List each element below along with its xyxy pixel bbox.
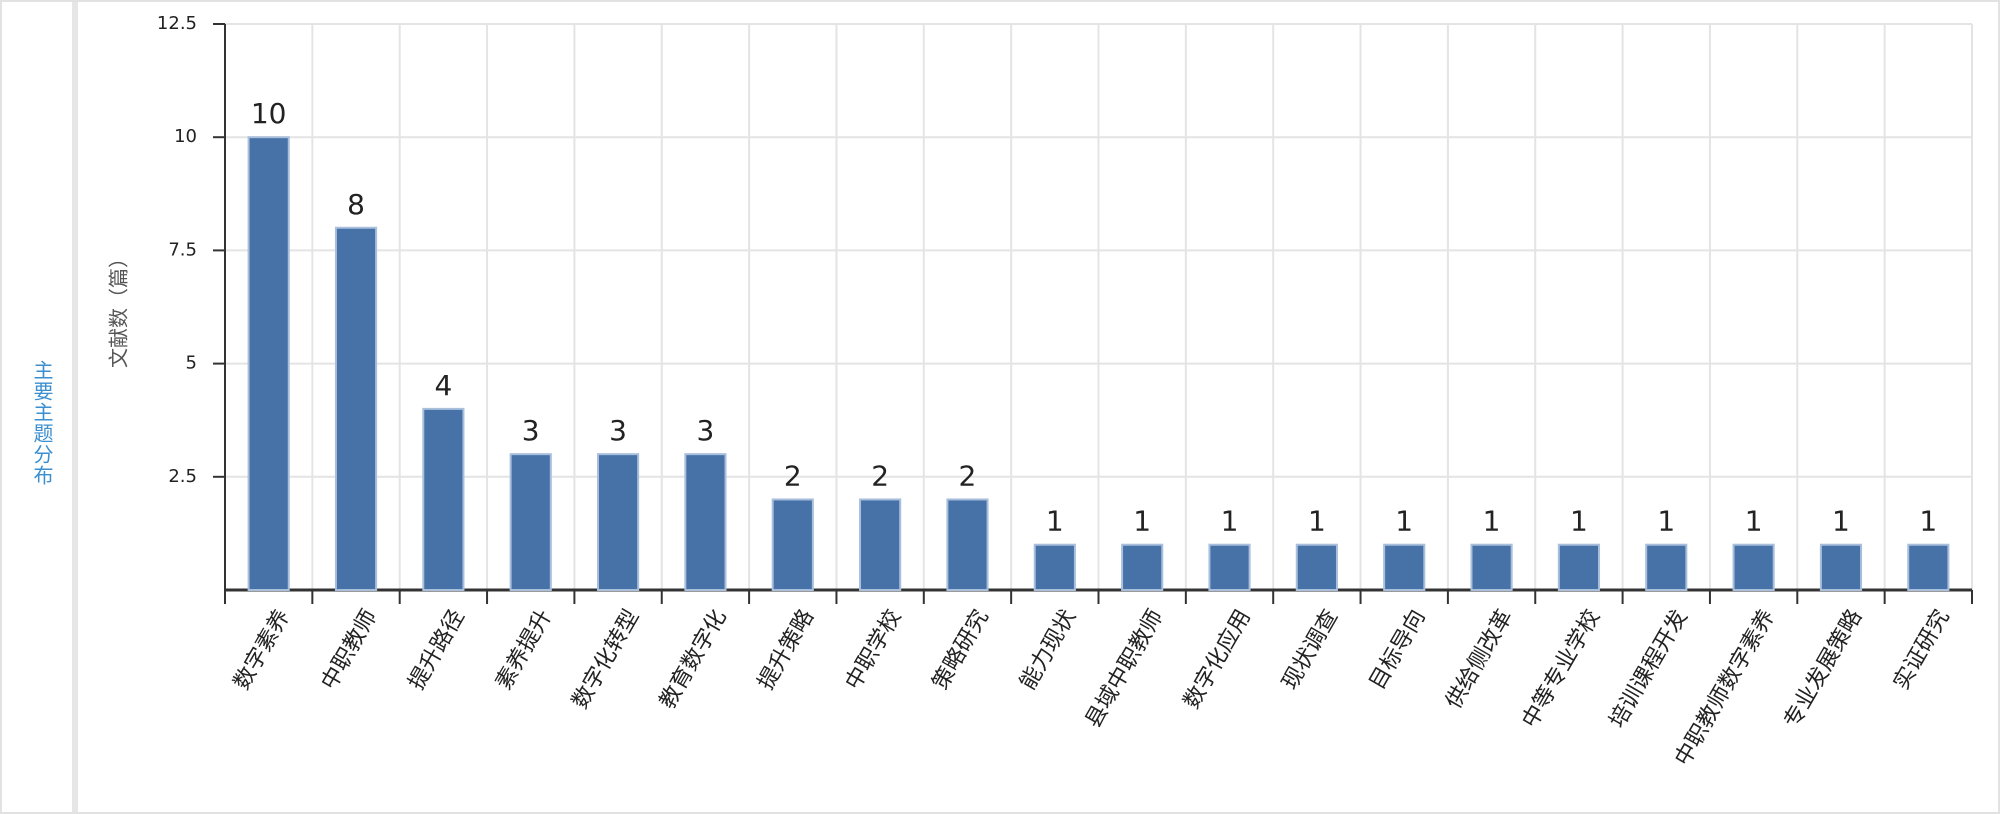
y-tick-label: 12.5	[157, 13, 197, 34]
x-tick-label: 专业发展策略	[1780, 606, 1868, 733]
bar	[1732, 543, 1775, 591]
x-tick-label: 现状调查	[1278, 606, 1344, 695]
x-tick-label: 实证研究	[1889, 606, 1955, 695]
x-tick-label: 中等专业学校	[1518, 606, 1606, 733]
value-label: 2	[871, 459, 889, 492]
value-label: 2	[784, 459, 802, 492]
bar	[1645, 543, 1688, 591]
x-tick-label: 提升策略	[754, 606, 820, 695]
x-tick-label: 能力现状	[1016, 606, 1082, 695]
bar	[247, 136, 290, 591]
value-label: 10	[251, 97, 287, 130]
value-label: 1	[1832, 505, 1850, 538]
value-label: 1	[1046, 505, 1064, 538]
value-label: 1	[1308, 505, 1326, 538]
x-tick-label: 中职学校	[841, 606, 907, 695]
bar	[1383, 543, 1426, 591]
bar	[771, 498, 814, 591]
y-tick-label: 5	[186, 353, 197, 374]
value-label: 1	[1483, 505, 1501, 538]
y-axis-title: 文献数（篇）	[107, 248, 131, 368]
value-label: 8	[347, 188, 365, 221]
y-tick-label: 7.5	[168, 239, 197, 260]
y-tick-label: 10	[174, 126, 197, 147]
x-tick-label: 目标导向	[1365, 606, 1431, 695]
bar	[1121, 543, 1164, 591]
bar	[596, 453, 640, 591]
value-label: 3	[697, 414, 715, 447]
value-label: 1	[1745, 505, 1763, 538]
bar	[1907, 543, 1950, 591]
bar	[1033, 543, 1076, 591]
bar	[859, 498, 902, 591]
bar	[684, 453, 727, 591]
x-tick-label: 素养提升	[491, 606, 557, 695]
x-tick-label: 中职教师	[317, 606, 383, 695]
x-tick-label: 提升路径	[404, 606, 470, 695]
value-label: 1	[1133, 505, 1151, 538]
x-tick-label: 供给侧改革	[1441, 606, 1518, 714]
x-tick-label: 策略研究	[928, 606, 994, 695]
value-label: 3	[609, 414, 627, 447]
x-tick-label: 数字化转型	[568, 606, 645, 714]
y-tick-label: 2.5	[168, 466, 197, 487]
x-tick-label: 教育数字化	[655, 606, 732, 714]
x-tick-label: 培训课程开发	[1605, 606, 1693, 733]
bar	[946, 498, 989, 591]
side-panel: 主要主题分布	[2, 2, 78, 812]
x-tick-label: 中职教师数字素养	[1670, 606, 1780, 771]
bar	[1295, 543, 1338, 591]
value-label: 1	[1570, 505, 1588, 538]
bar	[1819, 543, 1863, 591]
bar	[1470, 543, 1513, 591]
value-label: 1	[1395, 505, 1413, 538]
value-label: 1	[1221, 505, 1239, 538]
bar	[422, 407, 465, 591]
bar	[1557, 543, 1601, 591]
value-label: 1	[1657, 505, 1675, 538]
value-label: 1	[1919, 505, 1937, 538]
x-tick-label: 数字化应用	[1179, 606, 1256, 714]
x-tick-label: 数字素养	[229, 606, 295, 695]
chart-title: 主要主题分布	[30, 360, 54, 486]
bar	[509, 453, 552, 591]
value-label: 4	[434, 369, 452, 402]
bar	[334, 226, 378, 591]
x-tick-label: 县域中职教师	[1081, 606, 1169, 733]
value-label: 3	[522, 414, 540, 447]
value-label: 2	[959, 459, 977, 492]
bar	[1208, 543, 1251, 591]
